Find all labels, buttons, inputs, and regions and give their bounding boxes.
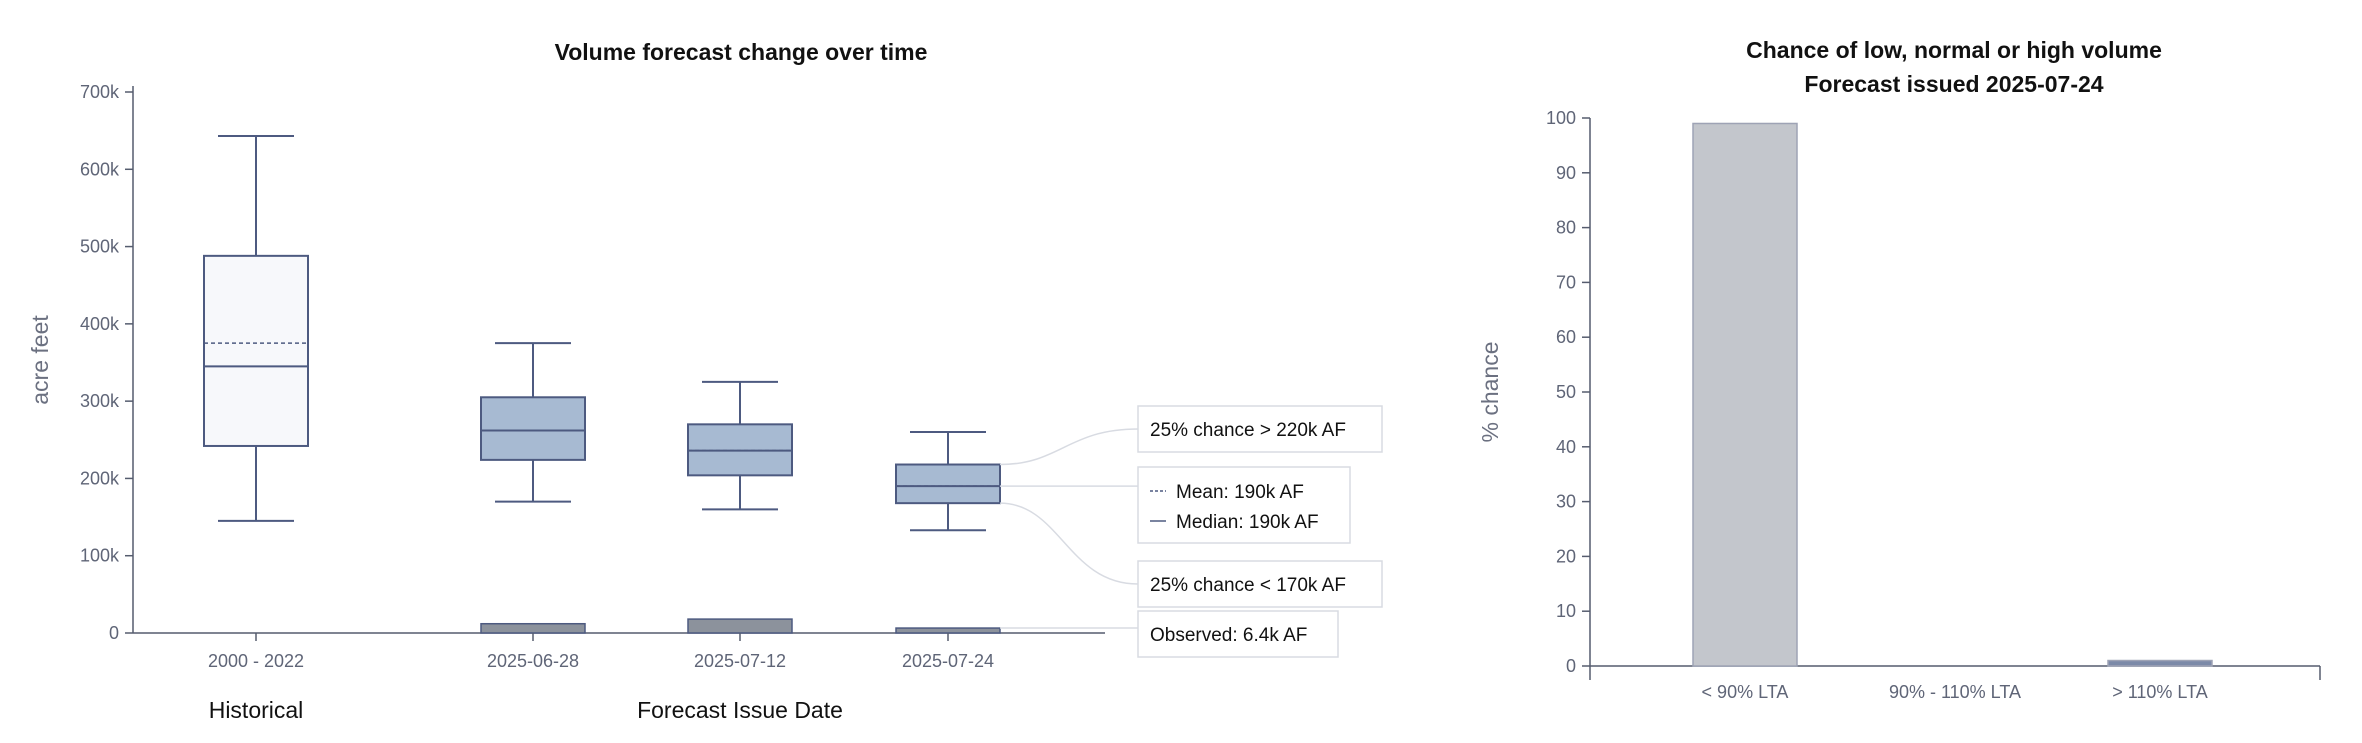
box-iqr: [895, 463, 1001, 505]
box-iqr: [480, 396, 586, 461]
chart-subtitle: Forecast issued 2025-07-24: [1804, 71, 2103, 97]
annotation-upper: 25% chance > 220k AF: [1150, 420, 1346, 441]
x-tick-label: 2025-07-12: [694, 651, 786, 671]
y-tick-label: 10: [1556, 601, 1576, 621]
bar: [1692, 122, 1798, 667]
chart-title: Chance of low, normal or high volume: [1746, 37, 2162, 63]
bar: [2107, 659, 2213, 667]
y-tick-label: 600k: [80, 159, 120, 179]
group-label-forecast: Forecast Issue Date: [637, 697, 843, 723]
x-tick-label: 2000 - 2022: [208, 651, 304, 671]
probability-bar-chart: Chance of low, normal or high volume Fore…: [1477, 37, 2321, 702]
connector-lower: [999, 502, 1139, 585]
chart-title: Volume forecast change over time: [555, 39, 928, 65]
forecast-boxplot-chart: Volume forecast change over time acre fee…: [27, 39, 1383, 723]
x-tick-label: 2025-07-24: [902, 651, 994, 671]
group-label-historical: Historical: [209, 697, 304, 723]
y-tick-label: 100: [1546, 108, 1576, 128]
y-tick-label: 90: [1556, 163, 1576, 183]
y-tick-label: 40: [1556, 437, 1576, 457]
y-axis-label: acre feet: [27, 315, 53, 405]
annotation-box-mean-median: [1137, 466, 1351, 544]
y-tick-label: 300k: [80, 391, 120, 411]
observed-bar: [895, 627, 1001, 634]
y-tick-label: 50: [1556, 382, 1576, 402]
y-tick-label: 400k: [80, 314, 120, 334]
x-tick-label: < 90% LTA: [1702, 682, 1789, 702]
y-tick-label: 100k: [80, 546, 120, 566]
annotation-lower: 25% chance < 170k AF: [1150, 575, 1346, 596]
y-tick-label: 30: [1556, 492, 1576, 512]
y-tick-label: 700k: [80, 82, 120, 102]
y-tick-label: 60: [1556, 327, 1576, 347]
annotation-box-upper: [1137, 405, 1383, 453]
y-tick-label: 0: [109, 623, 119, 643]
y-tick-label: 70: [1556, 272, 1576, 292]
annotation-box-observed: [1137, 610, 1339, 658]
annotation-mean: Mean: 190k AF: [1176, 482, 1304, 503]
y-tick-label: 200k: [80, 468, 120, 488]
connector-upper: [999, 428, 1139, 466]
y-tick-label: 0: [1566, 656, 1576, 676]
annotation-median: Median: 190k AF: [1176, 512, 1319, 533]
y-tick-label: 20: [1556, 546, 1576, 566]
x-tick-label: 90% - 110% LTA: [1889, 682, 2021, 702]
y-tick-label: 500k: [80, 237, 120, 257]
x-tick-label: > 110% LTA: [2112, 682, 2208, 702]
observed-bar: [687, 618, 793, 634]
x-tick-label: 2025-06-28: [487, 651, 579, 671]
annotation-observed: Observed: 6.4k AF: [1150, 625, 1307, 646]
box-iqr: [203, 254, 309, 447]
y-axis-label: % chance: [1477, 341, 1503, 442]
observed-bar: [480, 622, 586, 634]
y-tick-label: 80: [1556, 218, 1576, 238]
annotation-box-lower: [1137, 560, 1383, 608]
